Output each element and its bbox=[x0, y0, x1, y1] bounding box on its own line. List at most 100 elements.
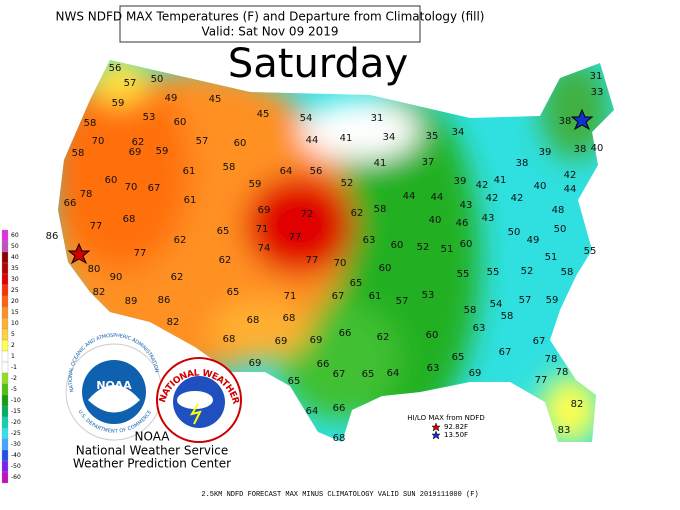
temperature: 51 bbox=[441, 244, 454, 255]
temperature: 58 bbox=[374, 204, 387, 215]
legend-swatch bbox=[1, 449, 9, 462]
temperature: 70 bbox=[92, 136, 105, 147]
temperature: 44 bbox=[306, 135, 319, 146]
temperature: 52 bbox=[341, 178, 354, 189]
temperature: 58 bbox=[561, 267, 574, 278]
day-label: Saturday bbox=[228, 41, 408, 87]
temperature: 34 bbox=[452, 127, 465, 138]
legend-swatch bbox=[1, 240, 9, 253]
temperature: 67 bbox=[148, 183, 161, 194]
temperature: 60 bbox=[460, 239, 473, 250]
temperature: 50 bbox=[151, 74, 164, 85]
temperature: 72 bbox=[301, 209, 314, 220]
legend-swatch bbox=[1, 306, 9, 319]
temperature: 38 bbox=[516, 158, 529, 169]
legend-label: 2 bbox=[11, 342, 15, 349]
temperature: 51 bbox=[545, 252, 558, 263]
temperature: 55 bbox=[487, 267, 500, 278]
temperature: 40 bbox=[429, 215, 442, 226]
credit-line2: Weather Prediction Center bbox=[73, 457, 231, 471]
legend-swatch bbox=[1, 295, 9, 308]
temperature: 58 bbox=[72, 148, 85, 159]
temperature: 86 bbox=[46, 231, 59, 242]
temperature: 35 bbox=[426, 131, 439, 142]
temperature: 69 bbox=[275, 336, 288, 347]
temperature: 71 bbox=[284, 291, 297, 302]
legend-label: 1 bbox=[11, 353, 15, 360]
temperature: 82 bbox=[571, 399, 584, 410]
noaa-gull bbox=[88, 385, 140, 413]
temperature: 67 bbox=[499, 347, 512, 358]
legend-label: 10 bbox=[11, 320, 19, 327]
legend-label: -5 bbox=[11, 386, 17, 393]
temperature: 41 bbox=[374, 158, 387, 169]
temperature: 46 bbox=[456, 218, 469, 229]
temperature: 60 bbox=[426, 330, 439, 341]
temperature: 59 bbox=[249, 179, 262, 190]
temperature: 41 bbox=[340, 133, 353, 144]
legend-swatch bbox=[1, 317, 9, 330]
temperature: 48 bbox=[552, 205, 565, 216]
temperature: 55 bbox=[584, 246, 597, 257]
temperature: 52 bbox=[417, 242, 430, 253]
nws-bolt bbox=[189, 403, 202, 425]
temperature: 57 bbox=[196, 136, 209, 147]
title: NWS NDFD MAX Temperatures (F) and Depart… bbox=[56, 10, 485, 24]
temperature: 67 bbox=[533, 336, 546, 347]
legend-swatch bbox=[1, 405, 9, 418]
legend-label: 40 bbox=[11, 254, 19, 261]
legend-swatch bbox=[1, 438, 9, 451]
legend-swatch bbox=[1, 262, 9, 275]
temperature: 60 bbox=[379, 263, 392, 274]
legend-label: 50 bbox=[11, 243, 19, 250]
temperature: 59 bbox=[112, 98, 125, 109]
temperature: 71 bbox=[256, 224, 269, 235]
temperature: 56 bbox=[310, 166, 323, 177]
color-legend: 60 50 40 35 30 25 20 15 10 5 2 1 -1 -2 -5 -10 -15 -20 -25 -… bbox=[1, 229, 21, 484]
temperature: 86 bbox=[158, 295, 171, 306]
temperature: 69 bbox=[469, 368, 482, 379]
temperature: 31 bbox=[590, 71, 603, 82]
legend-swatch bbox=[1, 339, 9, 352]
footer: 2.5KM NDFD FORECAST MAX MINUS CLIMATOLOG… bbox=[201, 491, 478, 499]
temperature: 33 bbox=[591, 87, 604, 98]
legend-swatch bbox=[1, 273, 9, 286]
temperature: 40 bbox=[534, 181, 547, 192]
temperature: 64 bbox=[387, 368, 400, 379]
temperature: 62 bbox=[219, 255, 232, 266]
temperature: 42 bbox=[511, 193, 524, 204]
temperature: 62 bbox=[377, 332, 390, 343]
temperature: 61 bbox=[184, 195, 197, 206]
temperature: 89 bbox=[125, 296, 138, 307]
temperature: 53 bbox=[422, 290, 435, 301]
legend-label: 15 bbox=[11, 309, 19, 316]
temperature: 77 bbox=[289, 232, 302, 243]
temperature: 69 bbox=[258, 205, 271, 216]
legend-swatch bbox=[1, 229, 9, 242]
temperature: 42 bbox=[486, 193, 499, 204]
temperature: 90 bbox=[110, 272, 123, 283]
temperature: 45 bbox=[257, 109, 270, 120]
legend-swatch bbox=[1, 350, 9, 363]
temperature: 61 bbox=[369, 291, 382, 302]
temperature: 77 bbox=[134, 248, 147, 259]
temperature: 66 bbox=[64, 198, 77, 209]
temperature: 54 bbox=[300, 113, 313, 124]
hi-star bbox=[67, 242, 91, 265]
temperature: 49 bbox=[527, 235, 540, 246]
temperature: 78 bbox=[80, 189, 93, 200]
temperature: 83 bbox=[558, 425, 571, 436]
legend-label: 35 bbox=[11, 265, 19, 272]
temperature: 74 bbox=[258, 243, 271, 254]
temperature: 78 bbox=[556, 367, 569, 378]
temperature: 56 bbox=[109, 63, 122, 74]
lo-star bbox=[570, 108, 594, 131]
temperature: 34 bbox=[383, 132, 396, 143]
temperature: 57 bbox=[396, 296, 409, 307]
temperature: 54 bbox=[490, 299, 503, 310]
legend-label: -40 bbox=[11, 452, 21, 459]
temperature: 69 bbox=[249, 358, 262, 369]
legend-label: 25 bbox=[11, 287, 19, 294]
temperature: 52 bbox=[521, 266, 534, 277]
credit-noaa: NOAA bbox=[135, 430, 171, 444]
